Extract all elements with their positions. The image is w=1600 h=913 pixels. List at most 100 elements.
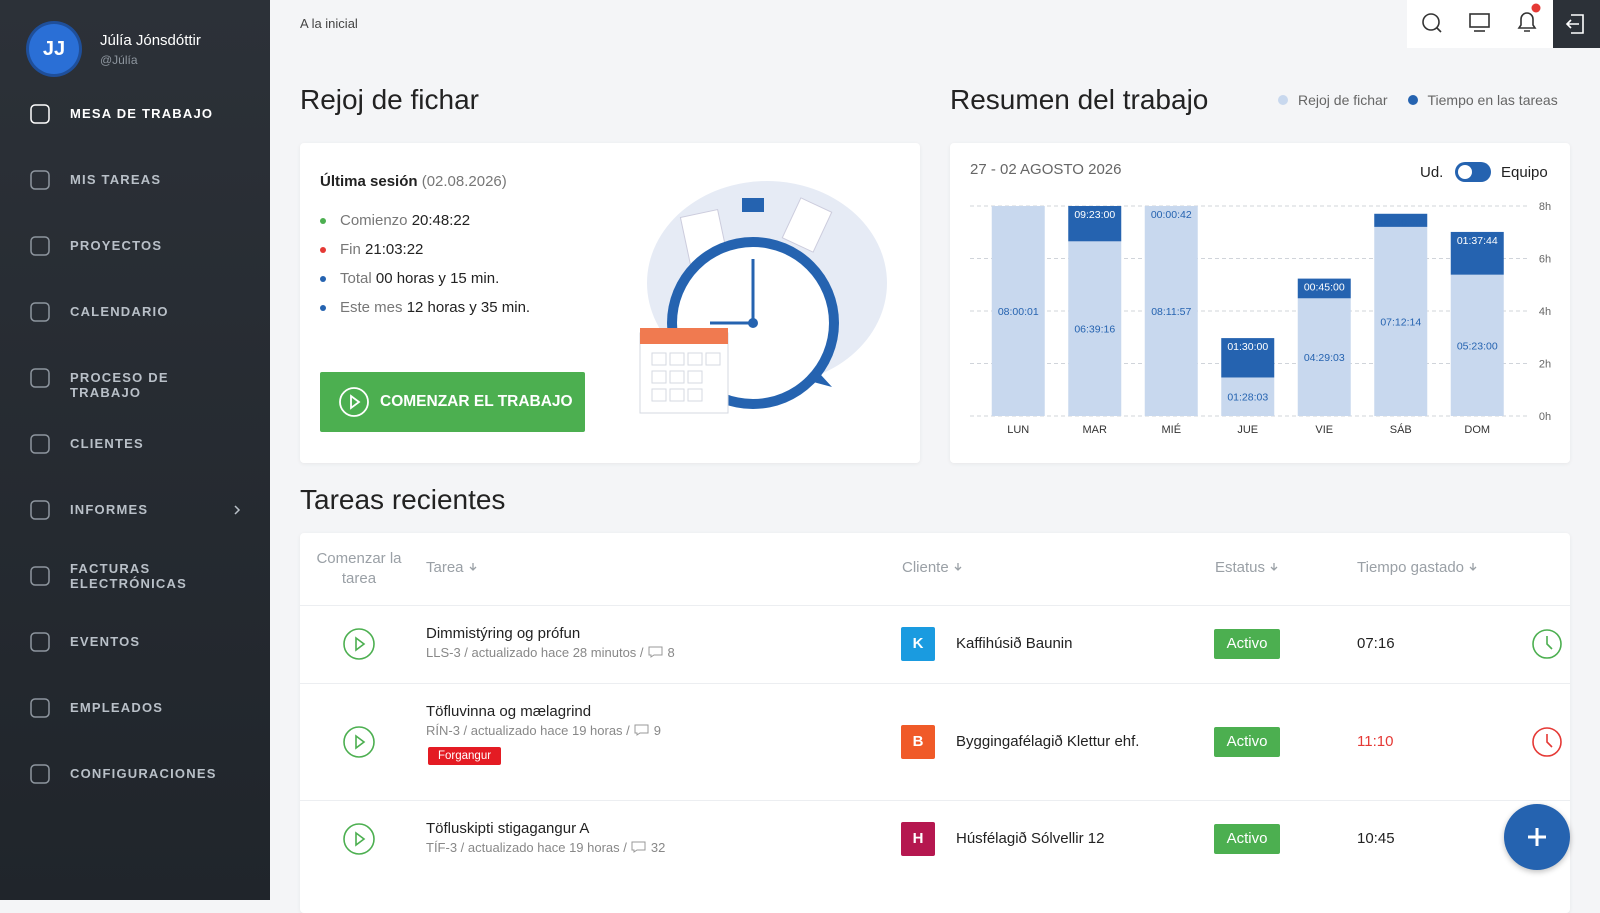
time-icon <box>1531 628 1563 660</box>
x-tick-label: MIÉ <box>1161 423 1181 436</box>
bar-value-label: 08:11:57 <box>1151 306 1191 318</box>
nav-item[interactable]: FACTURAS ELECTRÓNICAS <box>70 561 220 591</box>
start-task-icon[interactable] <box>342 725 376 759</box>
nav-item[interactable]: EMPLEADOS <box>70 700 220 715</box>
nav-item[interactable]: MIS TAREAS <box>70 172 220 187</box>
nav-icon <box>28 564 52 588</box>
nav-icon-shape <box>31 303 49 321</box>
task-title[interactable]: Töfluvinna og mælagrind <box>426 703 591 720</box>
session-item-value: 12 horas y 35 min. <box>407 299 530 316</box>
legend-item: Rejoj de fichar <box>1278 92 1388 108</box>
session-item-value: 20:48:22 <box>412 212 470 229</box>
comment-icon <box>634 724 650 736</box>
start-task-icon[interactable] <box>342 627 376 661</box>
nav-item[interactable]: INFORMES <box>70 502 220 517</box>
nav-item[interactable]: CALENDARIO <box>70 304 220 319</box>
nav-item[interactable]: MESA DE TRABAJO <box>70 106 220 121</box>
column-header[interactable]: Tarea <box>426 559 478 576</box>
chart-subtitle: 27 - 02 AGOSTO 2026 <box>970 161 1121 178</box>
bar-value-label: 00:30:00 <box>1380 217 1421 229</box>
x-tick-label: VIE <box>1315 424 1333 436</box>
nav-icon-shape <box>31 765 49 783</box>
nav-item[interactable]: PROCESO DE TRABAJO <box>70 370 220 400</box>
plus-icon <box>1504 804 1570 870</box>
clock-title: Rejoj de fichar <box>300 84 479 116</box>
legend-dot <box>1408 95 1418 105</box>
nav-item[interactable]: CONFIGURACIONES <box>70 766 220 781</box>
bell-icon[interactable] <box>1519 13 1535 31</box>
nav-item[interactable]: PROYECTOS <box>70 238 220 253</box>
session-item: Este mes 12 horas y 35 min. <box>320 299 530 316</box>
search-icon[interactable] <box>1423 14 1439 30</box>
nav-icon-shape <box>31 633 49 651</box>
last-session-date: (02.08.2026) <box>422 173 507 190</box>
nav-icon-shape <box>31 237 49 255</box>
nav-icon <box>28 300 52 324</box>
nav-icon-shape <box>31 567 49 585</box>
chart: 27 - 02 AGOSTO 20260h2h4h6h8h08:00:0106:… <box>950 143 1570 463</box>
nav-icon <box>28 696 52 720</box>
x-tick-label: JUE <box>1237 424 1258 436</box>
comment-icon <box>648 646 664 658</box>
start-work-button[interactable]: COMENZAR EL TRABAJO <box>320 372 585 432</box>
bars <box>992 143 1504 416</box>
sort-arrow-shape <box>470 563 476 570</box>
nav-item[interactable]: CLIENTES <box>70 436 220 451</box>
session-item-value: 00 horas y 15 min. <box>376 270 499 287</box>
comment-count: 9 <box>654 723 661 738</box>
session-item: Comienzo 20:48:22 <box>320 212 470 229</box>
sidebar: JJ Júlía Jónsdóttir @Júlía MESA DE TRABA… <box>0 0 270 900</box>
screen-icon[interactable] <box>1470 14 1489 27</box>
client-badge: K <box>901 627 935 661</box>
task-title[interactable]: Dimmistýring og prófun <box>426 625 580 642</box>
row-divider <box>300 800 1570 801</box>
x-tick-label: DOM <box>1464 424 1490 436</box>
logout-button[interactable] <box>1553 0 1600 48</box>
avatar[interactable]: JJ <box>29 24 79 74</box>
time-spent: 11:10 <box>1357 733 1393 750</box>
bullet <box>320 305 326 311</box>
column-header[interactable]: Cliente <box>902 559 963 576</box>
bar-value-label: 05:23:00 <box>1457 340 1498 352</box>
sort-arrow-shape <box>1470 563 1476 570</box>
bullet <box>320 247 326 253</box>
play-triangle <box>356 833 364 845</box>
nav-icon-shape <box>31 105 49 123</box>
start-task-icon[interactable] <box>342 822 376 856</box>
nav-icon-shape <box>31 699 49 717</box>
bar-value-label: 04:29:03 <box>1304 352 1345 364</box>
column-header[interactable]: Estatus <box>1215 559 1279 576</box>
add-button[interactable] <box>1504 804 1570 870</box>
task-meta: LLS-3 / actualizado hace 28 minutos /8 <box>426 645 675 660</box>
nav-icon <box>28 168 52 192</box>
task-title[interactable]: Töfluskipti stigagangur A <box>426 820 589 837</box>
row-divider <box>300 605 1570 606</box>
clock-illustration <box>630 163 900 423</box>
time-icon-hands <box>1547 734 1552 747</box>
user-name: Júlía Jónsdóttir <box>100 32 201 49</box>
time-icon <box>1531 726 1563 758</box>
sort-arrow <box>953 562 963 572</box>
comment-shape <box>632 842 645 852</box>
y-tick-label: 8h <box>1539 201 1551 213</box>
status-badge: Activo <box>1214 824 1280 854</box>
comment-count: 8 <box>668 645 675 660</box>
start-work-label: COMENZAR EL TRABAJO <box>380 393 573 411</box>
breadcrumb[interactable]: A la inicial <box>300 16 358 31</box>
client-name: Kaffihúsið Baunin <box>956 635 1072 652</box>
task-tag: Forgangur <box>428 747 501 765</box>
comment-shape <box>635 725 648 735</box>
notification-dot <box>1532 4 1541 13</box>
sort-arrow-shape <box>1271 563 1277 570</box>
column-header[interactable]: Tiempo gastado <box>1357 559 1478 576</box>
session-item-value: 21:03:22 <box>365 241 423 258</box>
bullet <box>320 218 326 224</box>
y-tick-label: 2h <box>1539 359 1551 371</box>
sort-arrow <box>468 562 478 572</box>
nav-item[interactable]: EVENTOS <box>70 634 220 649</box>
client-badge: H <box>901 822 935 856</box>
play-circle <box>344 629 374 659</box>
